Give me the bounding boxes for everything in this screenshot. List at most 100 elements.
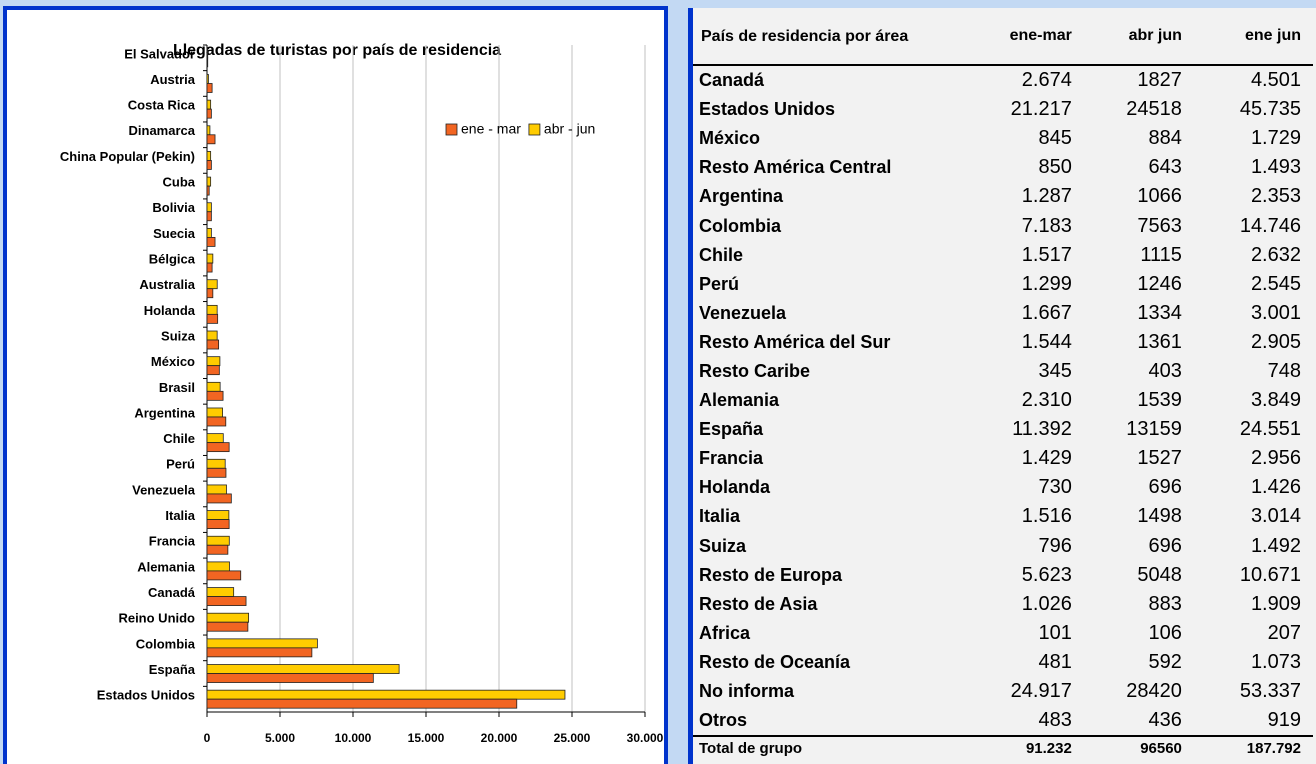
x-tick-label: 20.000: [481, 731, 518, 745]
bar: [206, 356, 221, 367]
bar: [206, 433, 224, 444]
table-row: Italia 1.516 1498 3.014: [693, 502, 1313, 531]
bar: [206, 185, 210, 196]
table-row: Resto de Europa 5.623 5048 10.671: [693, 561, 1313, 590]
bar: [206, 253, 214, 264]
bar: [206, 612, 250, 623]
table-cell: 2.310: [1021, 389, 1072, 412]
table-cell: Resto Caribe: [699, 360, 811, 381]
bar: [206, 673, 374, 683]
table-cell: 11.392: [1012, 418, 1072, 441]
table-body: Canadá 2.674 1827 4.501 Estados Unidos 21.217…: [693, 65, 1313, 760]
table-cell: Perú: [699, 273, 740, 294]
bar: [206, 228, 212, 238]
bar: [206, 160, 212, 170]
table-cell: 1.516: [1021, 505, 1072, 528]
bar: [206, 390, 224, 401]
table-cell: 1.493: [1250, 156, 1301, 179]
y-tick-label: Alemania: [137, 559, 196, 574]
bar: [206, 561, 230, 572]
y-tick-label: Estados Unidos: [97, 688, 195, 703]
y-tick-label: Colombia: [136, 636, 196, 651]
table-cell: 4.501: [1250, 69, 1301, 92]
y-tick-label: Argentina: [134, 405, 195, 420]
y-tick-label: México: [151, 354, 195, 369]
table-cell: 1.667: [1021, 301, 1072, 324]
header-cell: ene jun: [1193, 8, 1313, 66]
table-cell: 850: [1038, 156, 1072, 179]
y-tick-label: Australia: [139, 277, 195, 292]
bar: [206, 108, 212, 119]
bar: [206, 176, 212, 187]
table-cell: 1115: [1140, 243, 1182, 266]
table-cell: Italia: [699, 506, 741, 527]
table-cell: 883: [1148, 592, 1182, 615]
bar: [206, 484, 227, 495]
table-cell: 45.735: [1239, 98, 1301, 121]
bar: [206, 288, 214, 299]
table-row: Resto Caribe 345 403 748: [693, 357, 1313, 386]
bar: [206, 125, 211, 136]
table-cell: 3.849: [1250, 389, 1301, 412]
table-cell: Africa: [699, 622, 751, 643]
bar: [206, 407, 223, 418]
total-cell: 187.792: [1193, 735, 1313, 760]
legend-swatch: [445, 123, 458, 136]
table-cell: 1827: [1137, 69, 1182, 92]
table-cell: Alemania: [699, 390, 780, 411]
table-cell: Resto de Oceanía: [699, 651, 851, 672]
table-cell: Argentina: [699, 186, 784, 207]
header-cell: País de residencia por área: [693, 8, 963, 66]
x-tick-label: 25.000: [554, 731, 591, 745]
y-tick-label: Suiza: [161, 328, 196, 343]
table-cell: 106: [1148, 621, 1182, 644]
y-tick-label: Reino Unido: [118, 611, 195, 626]
legend-swatch: [528, 123, 541, 136]
table-cell: 207: [1267, 621, 1301, 644]
bar: [206, 330, 218, 341]
table-cell: 2.353: [1250, 185, 1301, 208]
y-tick-label: China Popular (Pekin): [60, 149, 195, 164]
bar: [206, 510, 230, 520]
table-cell: 2.674: [1021, 69, 1072, 92]
table-cell: 1.429: [1021, 447, 1072, 470]
bar: [206, 664, 400, 674]
bar: [206, 83, 213, 93]
table-row: Africa 101 106 207: [693, 619, 1313, 648]
bar: [206, 381, 221, 392]
bar: [206, 544, 229, 555]
table-cell: 1527: [1137, 447, 1182, 470]
table-cell: México: [699, 128, 761, 149]
total-cell: Total de grupo: [693, 735, 963, 760]
table-cell: 7.183: [1021, 214, 1072, 237]
bar: [206, 57, 209, 68]
table-cell: 2.545: [1250, 272, 1301, 295]
table-cell: 1246: [1137, 272, 1182, 295]
y-tick-label: Bélgica: [149, 251, 196, 266]
bar: [206, 262, 213, 273]
y-tick-label: Chile: [163, 431, 195, 446]
bar: [206, 339, 220, 350]
table-cell: 345: [1038, 359, 1072, 382]
table-cell: Otros: [699, 710, 748, 731]
total-cell: 91.232: [963, 735, 1084, 760]
bar: [206, 587, 235, 597]
table-row: Venezuela 1.667 1334 3.001: [693, 299, 1313, 328]
table-cell: 748: [1267, 359, 1301, 382]
table-cell: 2.632: [1250, 243, 1301, 266]
bar: [206, 202, 212, 213]
table-cell: 1.287: [1021, 185, 1072, 208]
total-cell: 96560: [1083, 735, 1194, 760]
bar: [206, 442, 230, 453]
table-row: Resto América del Sur 1.544 1361 2.905: [693, 328, 1313, 357]
legend-label: abr - jun: [544, 121, 595, 137]
y-tick-label: Cuba: [163, 175, 196, 190]
table-cell: 592: [1148, 650, 1182, 673]
table-cell: Estados Unidos: [699, 99, 836, 120]
table-row: Perú 1.299 1246 2.545: [693, 270, 1313, 299]
table-cell: Chile: [699, 244, 744, 265]
table-cell: 403: [1148, 359, 1182, 382]
bar: [206, 304, 218, 315]
bar: [206, 416, 227, 427]
table-cell: 643: [1148, 156, 1182, 179]
